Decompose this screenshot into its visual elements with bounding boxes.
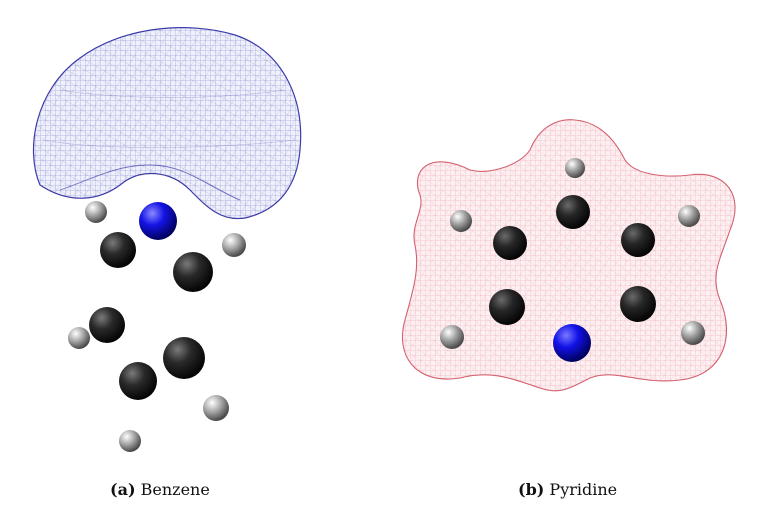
carbon-atom [620,286,656,322]
hydrogen-atom [440,325,464,349]
carbon-atom [489,289,525,325]
carbon-atom [100,232,136,268]
caption-pyridine: (b) Pyridine [518,480,617,499]
panel-benzene [0,0,340,510]
electron-density-isosurface [32,27,302,220]
caption-label: Pyridine [549,480,618,499]
carbon-atom [556,195,590,229]
hydrogen-atom [450,210,472,232]
hydrogen-atom [681,321,705,345]
benzene-diagram [32,27,302,452]
carbon-atom [163,337,205,379]
caption-benzene: (a) Benzene [110,480,210,499]
hydrogen-atom [678,205,700,227]
hydrogen-atom [119,430,141,452]
hydrogen-atom [85,201,107,223]
nitrogen-atom [553,324,591,362]
caption-tag: (a) [110,480,136,499]
hydrogen-atom [222,233,246,257]
hydrogen-atom [203,395,229,421]
carbon-atom [621,223,655,257]
panel-pyridine [380,0,780,510]
carbon-atom [493,226,527,260]
carbon-atom [119,362,157,400]
hydrogen-atom [68,327,90,349]
hydrogen-atom [565,158,585,178]
pyridine-atoms [440,158,705,362]
carbon-atom [173,252,213,292]
caption-label: Benzene [140,480,210,499]
carbon-atom [89,307,125,343]
benzene-atoms [68,201,246,452]
pyridine-diagram [401,119,736,392]
electron-density-isosurface [401,119,736,392]
nitrogen-atom [139,202,177,240]
caption-tag: (b) [518,480,545,499]
